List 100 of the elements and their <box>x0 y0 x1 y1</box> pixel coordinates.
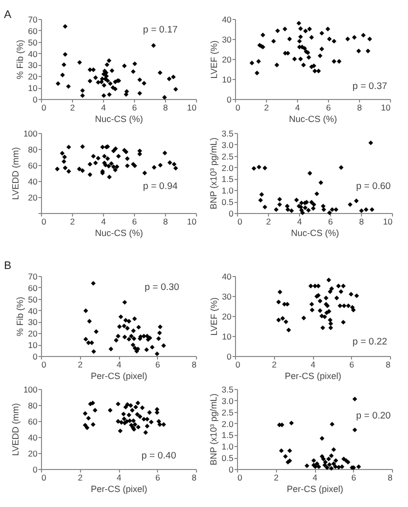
point <box>345 36 350 42</box>
point <box>132 336 136 341</box>
point <box>334 207 338 212</box>
point <box>286 328 292 332</box>
point <box>148 420 154 424</box>
point <box>126 336 132 342</box>
point <box>326 26 330 32</box>
point <box>108 346 114 352</box>
y-tick-label: 40 <box>28 306 38 316</box>
point <box>130 342 136 348</box>
y-tick-label: 20 <box>28 328 38 339</box>
y-axis-title: % Fib (%) <box>15 40 26 80</box>
point <box>329 453 334 458</box>
point <box>354 293 360 298</box>
point <box>348 292 354 297</box>
y-tick-label: 100 <box>23 128 38 138</box>
point <box>309 35 314 40</box>
point <box>82 411 88 416</box>
x-tick-label: 6 <box>349 360 354 370</box>
point <box>105 156 110 161</box>
point <box>134 412 140 417</box>
point <box>82 422 88 428</box>
point <box>322 314 328 320</box>
y-tick-label: 80 <box>28 144 38 154</box>
y-tick-label: 10 <box>28 340 38 350</box>
point <box>136 324 141 330</box>
point <box>133 404 138 410</box>
point <box>156 336 161 341</box>
point <box>60 72 65 78</box>
point <box>66 84 71 89</box>
point <box>354 198 359 204</box>
x-tick-label: 2 <box>264 102 270 112</box>
point <box>319 30 324 36</box>
y-tick-label: 10 <box>222 74 232 84</box>
point <box>122 416 126 422</box>
point <box>331 461 336 466</box>
point <box>301 316 306 320</box>
x-tick-label: 4 <box>297 216 302 226</box>
x-tick-label: 8 <box>359 216 364 226</box>
point <box>300 210 305 216</box>
point <box>329 286 334 291</box>
y-tick-label: 0.5 <box>222 197 234 208</box>
y-tick-label: 0 <box>32 94 38 104</box>
point <box>340 464 344 470</box>
point <box>140 405 145 410</box>
y-tick-label: 0 <box>228 464 234 474</box>
point <box>91 67 96 72</box>
point <box>173 86 178 92</box>
point <box>136 400 140 406</box>
x-axis-title: Per-CS (pixel) <box>284 371 342 381</box>
point <box>326 456 331 462</box>
x-tick-label: 6 <box>155 472 160 482</box>
point <box>110 68 114 73</box>
point <box>80 93 85 98</box>
x-axis-title: Nuc-CS (%) <box>290 228 340 238</box>
x-tick-label: 0 <box>236 102 240 112</box>
point <box>364 207 368 212</box>
point <box>277 202 282 207</box>
y-tick-label: 100 <box>23 384 38 394</box>
point <box>260 32 266 38</box>
point <box>303 28 308 34</box>
y-tick-label: 3.0 <box>222 396 234 406</box>
y-tick-label: 60 <box>28 282 38 293</box>
point <box>311 458 316 463</box>
point <box>352 428 358 432</box>
point <box>274 62 280 68</box>
point <box>323 460 328 464</box>
point <box>338 303 342 308</box>
x-tick-label: 0 <box>42 472 46 482</box>
point <box>117 324 122 329</box>
point <box>128 334 134 338</box>
point <box>341 456 346 462</box>
point <box>122 300 128 305</box>
point <box>162 150 168 156</box>
point <box>161 422 166 427</box>
y-axis-title: LVEDD (mm) <box>10 147 20 200</box>
point <box>309 200 314 205</box>
x-tick-label: 6 <box>326 102 332 112</box>
point <box>302 205 308 210</box>
y-axis-title: BNP (x10³ pg/mL) <box>208 394 219 466</box>
point <box>62 166 68 170</box>
point <box>158 162 163 168</box>
y-tick-label: 10 <box>222 332 232 342</box>
x-tick-label: 4 <box>116 360 122 370</box>
y-tick-label: 1.5 <box>222 430 234 440</box>
point <box>316 68 321 74</box>
point <box>151 43 156 48</box>
x-axis-title: Per-CS (pixel) <box>90 371 148 381</box>
point <box>324 296 328 300</box>
point <box>91 154 96 159</box>
point <box>340 284 346 288</box>
x-tick-label: 4 <box>312 472 318 482</box>
x-tick-label: 0 <box>238 216 242 226</box>
x-axis-title: Nuc-CS (%) <box>94 114 144 124</box>
point <box>327 210 332 216</box>
point <box>328 289 332 294</box>
point <box>80 168 85 173</box>
point <box>112 86 118 92</box>
point <box>76 166 82 172</box>
x-tick-label: 8 <box>163 216 168 226</box>
